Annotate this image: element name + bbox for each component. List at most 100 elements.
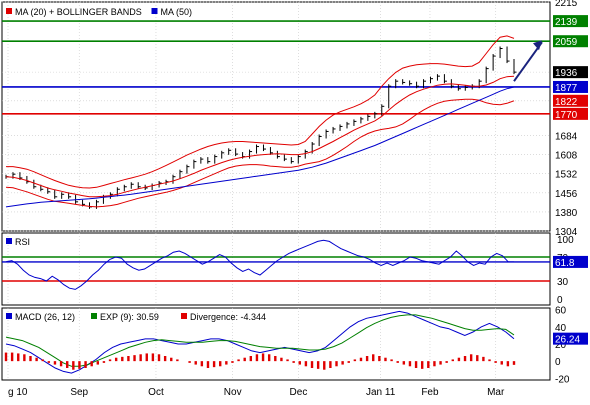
- price-level-label-1: 2059: [555, 37, 578, 48]
- macd-divergence-bar-76: [469, 354, 473, 362]
- macd-divergence-bar-74: [457, 357, 461, 362]
- price-tick-label-0: 2215: [555, 0, 578, 9]
- macd-divergence-bar-72: [445, 361, 448, 363]
- price-level-badge-1: [553, 35, 588, 48]
- macd-divergence-bar-73: [451, 359, 454, 362]
- macd-divergence-bar-53: [329, 361, 332, 368]
- macd-divergence-bar-62: [384, 357, 387, 362]
- macd-divergence-bar-78: [482, 356, 485, 362]
- price-legend-swatch-1: [151, 8, 158, 14]
- macd-divergence-bar-11: [72, 361, 75, 370]
- macd-divergence-bar-52: [323, 361, 326, 370]
- macd-divergence-bar-22: [139, 354, 142, 362]
- macd-divergence-bar-13: [84, 361, 87, 368]
- macd-legend-label-1: EXP (9): 30.59: [100, 312, 159, 322]
- rsi-series-line: [5, 239, 515, 290]
- price-level-badge-2: [553, 80, 588, 93]
- macd-divergence-bar-34: [212, 361, 216, 368]
- macd-divergence-bar-27: [170, 357, 173, 362]
- price-series-ma-20-: [5, 75, 515, 198]
- price-tick-label-10: 1456: [555, 189, 578, 200]
- macd-divergence-bar-10: [66, 361, 69, 368]
- macd-divergence-bar-68: [420, 361, 424, 369]
- projection-arrow-line: [513, 41, 543, 82]
- macd-divergence-bar-80: [494, 361, 497, 363]
- macd-divergence-bar-70: [433, 361, 436, 367]
- macd-divergence-bar-49: [304, 361, 308, 367]
- macd-divergence-bar-7: [47, 361, 51, 363]
- macd-divergence-bar-36: [225, 361, 228, 365]
- macd-marker-label-0: 26.24: [555, 335, 580, 346]
- macd-divergence-bar-61: [378, 356, 381, 362]
- price-legend-swatch-0: [6, 8, 12, 14]
- macd-tick-label-3: 0: [555, 357, 561, 368]
- price-level-badge-0: [553, 15, 588, 28]
- rsi-marker-label-0: 61.8: [555, 258, 575, 269]
- macd-divergence-bar-20: [127, 356, 130, 362]
- price-marker-label-0: 1936: [555, 68, 578, 79]
- price-marker-badge-1: [553, 94, 588, 107]
- macd-divergence-bar-59: [365, 356, 369, 362]
- macd-divergence-bar-44: [274, 356, 277, 362]
- macd-divergence-bar-77: [476, 355, 479, 362]
- price-tick-label-12: 1304: [555, 227, 578, 238]
- macd-divergence-bar-83: [512, 361, 516, 365]
- macd-divergence-bar-8: [53, 361, 57, 365]
- macd-divergence-bar-35: [219, 361, 222, 367]
- macd-divergence-bar-69: [427, 361, 430, 368]
- rsi-tick-label-3: 0: [557, 295, 563, 306]
- rsi-tick-label-2: 30: [557, 277, 569, 288]
- macd-legend-swatch-1: [91, 313, 97, 319]
- price-level-badge-3: [553, 107, 588, 120]
- price-marker-badge-0: [553, 66, 588, 79]
- macd-divergence-bar-16: [102, 361, 106, 363]
- macd-tick-label-4: -20: [555, 374, 570, 385]
- x-tick-label-0: g 10: [8, 387, 28, 398]
- macd-divergence-bar-18: [114, 357, 118, 362]
- price-series-lower-band: [5, 98, 515, 208]
- macd-divergence-bar-5: [35, 357, 38, 362]
- macd-divergence-bar-60: [372, 354, 375, 362]
- macd-divergence-bar-37: [231, 361, 234, 363]
- macd-divergence-bar-81: [500, 361, 503, 365]
- macd-divergence-bar-3: [23, 354, 26, 362]
- price-legend-label-1: MA (50): [161, 7, 193, 17]
- macd-divergence-bar-46: [286, 359, 289, 362]
- macd-divergence-bar-50: [310, 361, 314, 368]
- macd-divergence-bar-71: [439, 361, 442, 365]
- macd-marker-badge-0: [553, 332, 588, 345]
- macd-divergence-bar-19: [121, 356, 124, 362]
- price-level-label-2: 1877: [555, 83, 578, 94]
- macd-divergence-bar-24: [151, 353, 155, 362]
- macd-legend-label-2: Divergence: -4.344: [190, 312, 266, 322]
- macd-divergence-bar-31: [194, 361, 197, 365]
- macd-divergence-bar-26: [163, 356, 167, 362]
- price-level-label-3: 1770: [555, 110, 578, 121]
- x-tick-label-5: Jan 11: [366, 387, 396, 398]
- macd-divergence-bar-38: [237, 359, 240, 362]
- price-tick-label-11: 1380: [555, 208, 578, 219]
- macd-divergence-bar-23: [145, 353, 148, 362]
- macd-divergence-bar-39: [243, 357, 246, 362]
- macd-divergence-bar-14: [90, 361, 93, 367]
- macd-divergence-bar-65: [402, 361, 406, 365]
- macd-divergence-bar-67: [414, 361, 418, 368]
- macd-divergence-bar-57: [353, 359, 357, 362]
- macd-tick-label-1: 40: [555, 323, 567, 334]
- macd-legend-label-0: MACD (26, 12): [15, 312, 75, 322]
- macd-divergence-bar-2: [17, 353, 20, 362]
- macd-divergence-bar-54: [335, 361, 338, 367]
- macd-divergence-bar-82: [506, 361, 510, 367]
- macd-legend-swatch-2: [181, 313, 187, 319]
- projection-arrow-head: [533, 40, 542, 51]
- x-tick-label-6: Feb: [421, 387, 439, 398]
- rsi-marker-badge-0: [553, 255, 588, 268]
- macd-divergence-bar-48: [298, 361, 301, 365]
- macd-divergence-bar-33: [206, 361, 210, 368]
- macd-divergence-bar-75: [463, 356, 467, 362]
- x-tick-label-3: Nov: [224, 387, 242, 398]
- macd-divergence-bar-15: [96, 361, 100, 365]
- macd-divergence-bar-25: [157, 354, 161, 362]
